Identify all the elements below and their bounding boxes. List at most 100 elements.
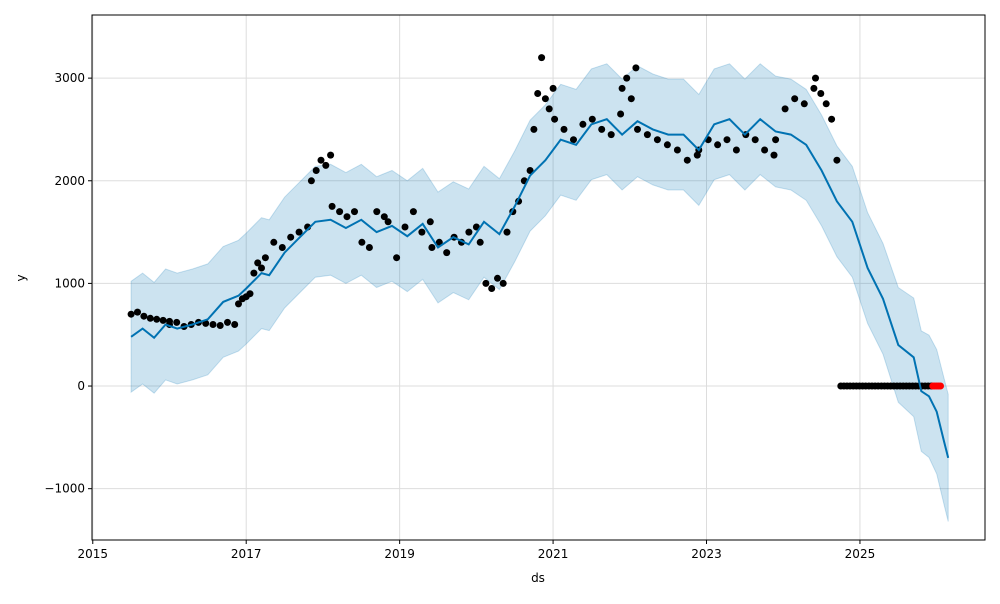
actual-point xyxy=(465,228,473,236)
actual-point xyxy=(488,285,496,292)
actual-point xyxy=(810,84,818,92)
plot-frame xyxy=(91,14,986,541)
actual-point xyxy=(549,84,557,92)
actual-point xyxy=(287,233,295,241)
actual-point xyxy=(663,141,671,149)
actual-point xyxy=(246,290,254,298)
actual-point xyxy=(812,74,819,82)
y-axis-label: y xyxy=(14,274,28,281)
actual-point xyxy=(380,213,388,221)
actual-point xyxy=(476,238,484,246)
test-point xyxy=(937,382,944,390)
actual-point xyxy=(224,318,231,326)
actual-point xyxy=(772,136,780,144)
x-tick-label: 2025 xyxy=(845,547,876,561)
actual-point xyxy=(428,244,436,251)
actual-point xyxy=(270,238,278,246)
actual-point xyxy=(393,254,401,262)
uncertainty-interval xyxy=(130,63,949,522)
y-tick-label: 1000 xyxy=(54,276,85,290)
x-tick-label: 2021 xyxy=(538,547,569,561)
x-tick-label: 2017 xyxy=(231,547,262,561)
actual-point xyxy=(278,244,286,251)
actual-point xyxy=(833,156,841,164)
actual-point xyxy=(409,208,417,216)
x-tick-label: 2015 xyxy=(77,547,108,561)
actual-point xyxy=(216,322,224,329)
actual-point xyxy=(817,90,825,97)
actual-point xyxy=(343,213,351,221)
actual-point xyxy=(781,105,789,113)
actual-point xyxy=(146,314,154,322)
actual-point xyxy=(770,151,778,159)
actual-point xyxy=(598,125,606,133)
actual-point xyxy=(307,177,315,185)
actual-point xyxy=(653,136,661,144)
actual-point xyxy=(751,136,759,144)
actual-point xyxy=(426,218,434,226)
actual-point xyxy=(761,146,769,154)
actual-point xyxy=(295,228,303,236)
actual-point xyxy=(791,95,799,103)
actual-point xyxy=(250,269,258,277)
actual-point xyxy=(358,238,366,246)
actual-point xyxy=(683,156,691,164)
actual-point xyxy=(418,228,426,236)
x-tick-label: 2019 xyxy=(384,547,415,561)
forecast-line xyxy=(130,117,950,459)
y-tick-label: 3000 xyxy=(54,71,85,85)
actual-point xyxy=(443,249,451,257)
actual-point xyxy=(551,115,559,123)
actual-point xyxy=(231,321,239,328)
actual-point xyxy=(673,146,681,154)
x-tick-label: 2023 xyxy=(691,547,722,561)
actual-point xyxy=(723,136,731,144)
actual-point xyxy=(526,167,534,174)
x-axis-ticks: 2015 2017 2019 2021 2023 2025 xyxy=(77,540,875,561)
actual-point xyxy=(327,151,335,159)
actual-point xyxy=(153,315,161,323)
actual-point xyxy=(258,264,265,272)
actual-point xyxy=(159,316,167,324)
actual-point xyxy=(482,279,490,287)
actual-point xyxy=(317,156,325,164)
actual-point xyxy=(643,131,651,139)
actual-point xyxy=(209,321,217,328)
actual-point xyxy=(312,167,320,174)
actual-point xyxy=(545,105,553,113)
actual-point xyxy=(173,318,181,326)
actual-point xyxy=(494,274,501,282)
actual-point xyxy=(235,300,242,308)
actual-point xyxy=(828,115,836,123)
actual-point xyxy=(328,202,336,210)
y-tick-label: −1000 xyxy=(44,482,85,496)
actual-point xyxy=(261,254,269,262)
actual-point xyxy=(632,64,640,72)
actual-point xyxy=(365,244,373,251)
actual-point xyxy=(499,279,507,287)
actual-point xyxy=(627,95,635,103)
actual-point xyxy=(503,228,511,236)
actual-point xyxy=(435,238,443,246)
actual-point xyxy=(588,115,596,123)
y-axis-ticks: −1000 0 1000 2000 3000 xyxy=(44,71,92,496)
actual-point xyxy=(623,74,631,82)
actual-point xyxy=(401,223,409,231)
actual-point xyxy=(541,95,549,103)
actual-point xyxy=(530,125,538,133)
actual-point xyxy=(579,120,587,128)
actual-point xyxy=(254,259,262,267)
actual-point xyxy=(538,54,546,62)
actual-point xyxy=(618,84,626,92)
actual-point xyxy=(560,125,568,133)
x-axis-label: ds xyxy=(531,571,545,585)
actual-point xyxy=(336,208,344,216)
actual-point xyxy=(373,208,381,216)
actual-point xyxy=(634,125,641,133)
actual-point xyxy=(800,100,808,108)
actual-point xyxy=(134,308,141,316)
actual-point xyxy=(322,161,330,169)
actual-point xyxy=(570,136,577,144)
actual-point xyxy=(617,110,625,118)
